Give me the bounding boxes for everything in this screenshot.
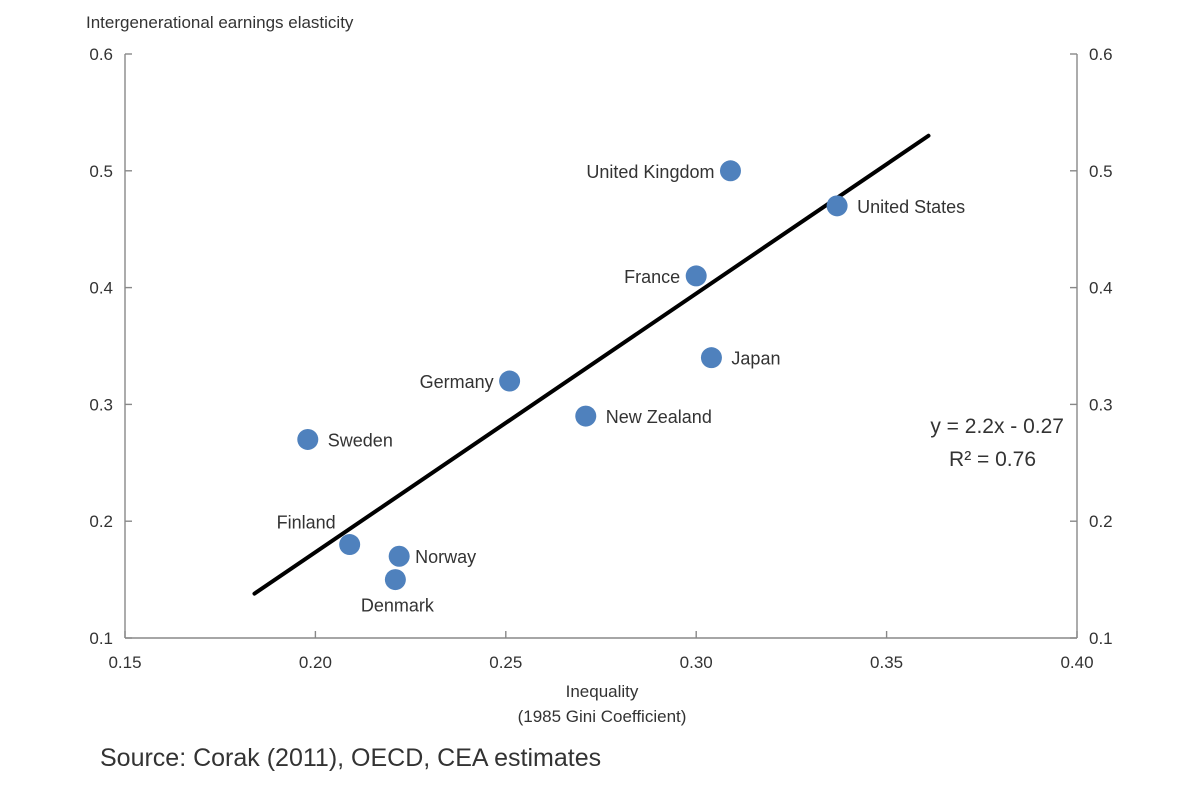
data-points: United Kingdom United States France Japan Ge… <box>277 160 965 616</box>
data-point <box>339 534 361 556</box>
y-tick-label-right: 0.1 <box>1089 629 1113 648</box>
x-tick-label: 0.35 <box>870 653 903 672</box>
point-label: Sweden <box>328 430 393 450</box>
x-tick-label: 0.15 <box>108 653 141 672</box>
data-point <box>719 160 741 182</box>
data-point <box>499 370 521 392</box>
point-label: United States <box>857 197 965 217</box>
y-tick-label-left: 0.6 <box>89 45 113 64</box>
y-tick-label-left: 0.4 <box>89 279 113 298</box>
trendline-equation: y = 2.2x - 0.27 <box>930 415 1064 438</box>
trendline <box>252 133 931 596</box>
point-label: Japan <box>731 349 780 369</box>
y-axis-title: Intergenerational earnings elasticity <box>86 13 354 32</box>
data-point <box>700 347 722 369</box>
point-label: Germany <box>420 372 494 392</box>
point-label: Denmark <box>361 596 435 616</box>
x-axis-subtitle: (1985 Gini Coefficient) <box>518 707 687 726</box>
data-point <box>575 405 597 427</box>
y-tick-label-left: 0.3 <box>89 395 113 414</box>
y-tick-label-right: 0.4 <box>1089 279 1113 298</box>
tick-labels: 0.1 0.1 0.2 0.2 0.3 0.3 0.4 0.4 0.5 0.5 0.6 0.6 0.15… <box>89 45 1112 672</box>
data-point <box>685 265 707 287</box>
point-label: Finland <box>277 513 336 533</box>
scatter-chart: Intergenerational earnings elasticity 0.… <box>86 13 1113 726</box>
x-tick-label: 0.30 <box>680 653 713 672</box>
axes <box>124 53 1078 639</box>
point-label: France <box>624 267 680 287</box>
y-tick-label-left: 0.1 <box>89 629 113 648</box>
trendline-group <box>252 133 931 596</box>
data-point <box>384 569 406 591</box>
point-label: New Zealand <box>606 407 712 427</box>
y-tick-label-right: 0.6 <box>1089 45 1113 64</box>
point-label: Norway <box>415 547 476 567</box>
data-point <box>297 428 319 450</box>
y-tick-label-left: 0.2 <box>89 512 113 531</box>
point-label: United Kingdom <box>586 162 714 182</box>
x-tick-label: 0.40 <box>1060 653 1093 672</box>
data-point <box>388 545 410 567</box>
source-note: Source: Corak (2011), OECD, CEA estimate… <box>100 744 602 772</box>
y-tick-label-right: 0.3 <box>1089 395 1113 414</box>
x-tick-label: 0.25 <box>489 653 522 672</box>
y-tick-label-right: 0.2 <box>1089 512 1113 531</box>
y-tick-label-right: 0.5 <box>1089 162 1113 181</box>
x-axis-title: Inequality <box>566 682 639 701</box>
trendline-r-squared: R² = 0.76 <box>949 448 1036 471</box>
y-tick-label-left: 0.5 <box>89 162 113 181</box>
x-tick-label: 0.20 <box>299 653 332 672</box>
data-point <box>826 195 848 217</box>
